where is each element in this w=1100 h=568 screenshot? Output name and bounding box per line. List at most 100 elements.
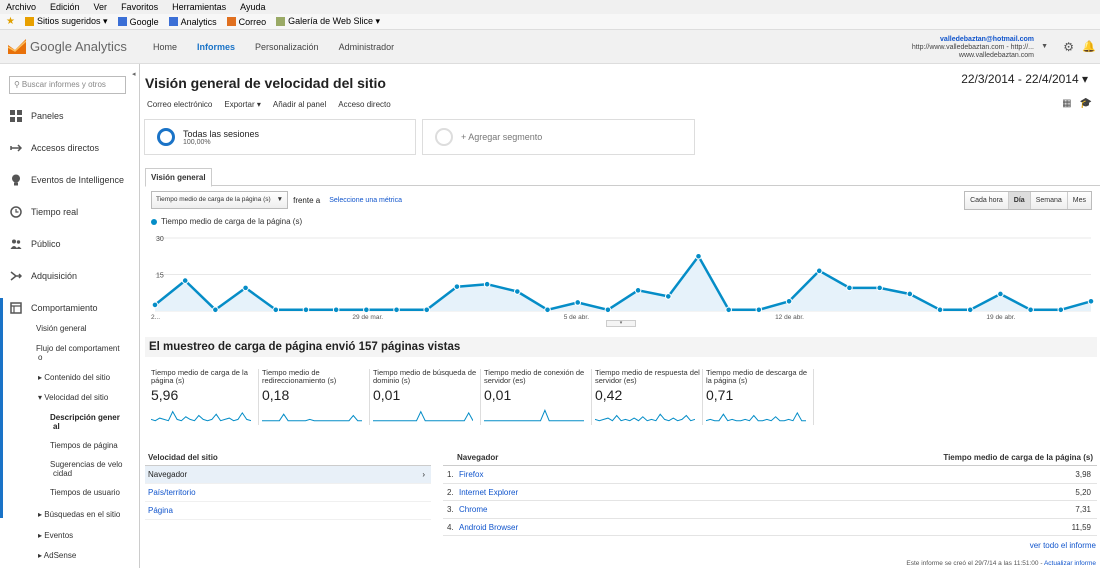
- granularity-hourly[interactable]: Cada hora: [965, 192, 1009, 209]
- sidebar-sub-eventos[interactable]: ▸ Eventos: [38, 531, 74, 540]
- menu-ver[interactable]: Ver: [93, 2, 108, 12]
- granularity-month[interactable]: Mes: [1067, 192, 1091, 209]
- fav-google[interactable]: Google: [117, 17, 159, 27]
- data-point[interactable]: [181, 277, 189, 284]
- dimension-row-pais[interactable]: País/territorio: [145, 484, 431, 502]
- data-point[interactable]: [363, 306, 370, 314]
- data-point[interactable]: [151, 301, 159, 309]
- date-range-selector[interactable]: 22/3/2014 - 22/4/2014 ▾: [961, 72, 1088, 86]
- sidebar-sub-tiempos-pagina[interactable]: Tiempos de página: [50, 441, 118, 450]
- chart-resize-handle[interactable]: ▾: [606, 320, 636, 327]
- metric-tile[interactable]: Tiempo medio de carga de la página (s) 5,…: [151, 369, 259, 425]
- sidebar-sub-busquedas[interactable]: ▸ Búsquedas en el sitio: [38, 510, 121, 519]
- data-point[interactable]: [936, 306, 944, 314]
- sidebar-sub-flujo[interactable]: Flujo del comportament o: [36, 344, 120, 362]
- sidebar-item-tiempo-real[interactable]: Tiempo real: [10, 206, 78, 218]
- select-metric-link[interactable]: Seleccione una métrica: [329, 196, 402, 204]
- sidebar-item-eventos-intelligence[interactable]: Eventos de Intelligence: [10, 174, 124, 186]
- data-point[interactable]: [634, 287, 642, 294]
- metric-dropdown[interactable]: Tiempo medio de carga de la página (s) ▼: [151, 191, 289, 209]
- favorites-star-icon[interactable]: ★: [6, 16, 15, 27]
- menu-herramientas[interactable]: Herramientas: [172, 2, 227, 12]
- data-point[interactable]: [302, 306, 310, 314]
- dimension-row-navegador[interactable]: Navegador ›: [145, 466, 431, 484]
- data-point[interactable]: [1027, 306, 1034, 314]
- fav-sitios-sugeridos[interactable]: Sitios sugeridos ▾: [25, 16, 108, 27]
- education-cap-icon[interactable]: 🎓: [1079, 98, 1092, 109]
- tab-personalizacion[interactable]: Personalización: [255, 42, 319, 52]
- data-point[interactable]: [332, 306, 340, 314]
- metric-tile[interactable]: Tiempo medio de respuesta del servidor (…: [595, 369, 703, 425]
- data-point[interactable]: [966, 306, 974, 314]
- google-analytics-logo[interactable]: Google Analytics: [8, 39, 127, 54]
- collapse-sidebar-icon[interactable]: ◂: [132, 71, 136, 78]
- tab-informes[interactable]: Informes: [197, 42, 236, 52]
- menu-archivo[interactable]: Archivo: [6, 2, 37, 12]
- dimension-row-pagina[interactable]: Página: [145, 502, 431, 520]
- data-point[interactable]: [664, 293, 672, 300]
- sidebar-sub-descripcion-general[interactable]: Descripción gener al: [50, 413, 120, 431]
- browser-link-ie[interactable]: Internet Explorer: [459, 487, 519, 497]
- sidebar-sub-contenido[interactable]: ▸ Contenido del sitio: [38, 373, 111, 382]
- email-button[interactable]: Correo electrónico: [147, 100, 213, 109]
- data-point[interactable]: [544, 306, 551, 314]
- browser-link-firefox[interactable]: Firefox: [459, 470, 484, 479]
- granularity-day[interactable]: Día: [1008, 192, 1031, 209]
- data-point[interactable]: [423, 306, 431, 314]
- tab-home[interactable]: Home: [153, 42, 178, 52]
- data-point[interactable]: [755, 306, 763, 314]
- fav-analytics[interactable]: Analytics: [168, 17, 217, 27]
- data-point[interactable]: [212, 306, 219, 314]
- menu-edicion[interactable]: Edición: [50, 2, 80, 12]
- metric-tile[interactable]: Tiempo medio de descarga de la página (s…: [706, 369, 814, 425]
- view-full-report-link[interactable]: ver todo el informe: [1029, 541, 1096, 550]
- refresh-report-link[interactable]: Actualizar informe: [1043, 560, 1096, 567]
- data-point[interactable]: [453, 283, 461, 290]
- add-to-dashboard-button[interactable]: Añadir al panel: [272, 100, 327, 109]
- add-segment-button[interactable]: + Agregar segmento: [422, 119, 695, 155]
- metric-tile[interactable]: Tiempo medio de redireccionamiento (s) 0,…: [262, 369, 370, 425]
- data-point[interactable]: [876, 284, 883, 292]
- data-point[interactable]: [997, 290, 1004, 298]
- account-selector[interactable]: valledebaztan@hotmail.com http://www.val…: [912, 36, 1034, 60]
- sidebar-sub-velocidad[interactable]: ▾ Velocidad del sitio: [38, 393, 109, 402]
- metric-tile[interactable]: Tiempo medio de búsqueda de dominio (s) 0…: [373, 369, 481, 425]
- data-point[interactable]: [393, 306, 400, 314]
- fav-webslice[interactable]: Galería de Web Slice ▾: [276, 16, 380, 27]
- sidebar-item-paneles[interactable]: Paneles: [10, 110, 64, 122]
- sidebar-item-publico[interactable]: Público: [10, 238, 61, 250]
- data-point[interactable]: [815, 267, 823, 275]
- shortcut-button[interactable]: Acceso directo: [338, 100, 391, 109]
- qr-grid-icon[interactable]: ▦: [1062, 98, 1072, 109]
- sidebar-sub-adsense[interactable]: ▸ AdSense: [38, 551, 77, 560]
- data-point[interactable]: [604, 306, 612, 314]
- menu-ayuda[interactable]: Ayuda: [240, 2, 266, 12]
- data-point[interactable]: [695, 252, 702, 260]
- sidebar-sub-sugerencias[interactable]: Sugerencias de velo cidad: [50, 460, 123, 478]
- data-point[interactable]: [785, 297, 793, 305]
- sidebar-item-adquisicion[interactable]: Adquisición: [10, 270, 77, 282]
- data-point[interactable]: [514, 288, 521, 295]
- metric-tile[interactable]: Tiempo medio de conexión de servidor (es…: [484, 369, 592, 425]
- menu-favoritos[interactable]: Favoritos: [121, 2, 159, 12]
- data-point[interactable]: [242, 284, 249, 292]
- data-point[interactable]: [906, 290, 914, 298]
- sidebar-sub-vision-general[interactable]: Visión general: [36, 324, 87, 333]
- tab-vision-general[interactable]: Visión general: [145, 168, 212, 187]
- load-time-chart[interactable]: 30 15 2... 29 de mar. 5 de abr. 12 de abr. 19…: [141, 229, 1100, 329]
- sidebar-item-comportamiento[interactable]: Comportamiento: [10, 302, 98, 314]
- account-dropdown-icon[interactable]: ▼: [1041, 43, 1048, 50]
- data-point[interactable]: [846, 284, 853, 292]
- search-input[interactable]: ⚲ Buscar informes y otros: [9, 76, 126, 94]
- tab-administrador[interactable]: Administrador: [338, 42, 395, 52]
- data-point[interactable]: [725, 306, 732, 314]
- data-point[interactable]: [1087, 297, 1095, 305]
- sidebar-item-accesos-directos[interactable]: Accesos directos: [10, 142, 99, 154]
- gear-icon[interactable]: ⚙: [1063, 40, 1074, 54]
- data-point[interactable]: [1057, 306, 1065, 314]
- data-point[interactable]: [574, 299, 582, 306]
- data-point[interactable]: [272, 306, 280, 314]
- notifications-bell-icon[interactable]: 🔔: [1082, 41, 1096, 53]
- sidebar-sub-tiempos-usuario[interactable]: Tiempos de usuario: [50, 488, 120, 497]
- fav-correo[interactable]: Correo: [226, 17, 266, 27]
